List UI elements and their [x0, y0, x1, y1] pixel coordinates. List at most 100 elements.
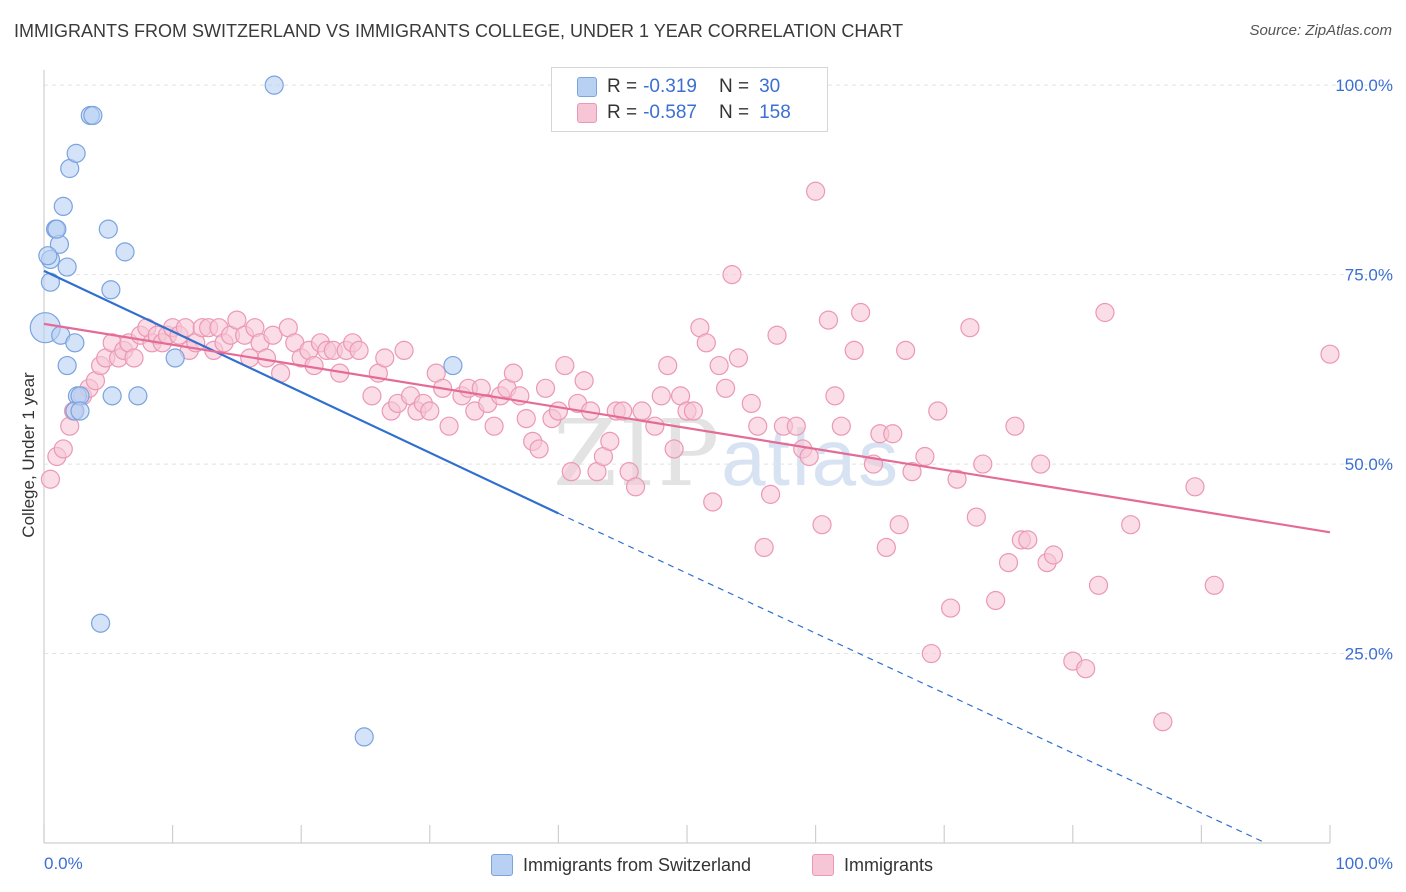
point-immigrants: [1204, 575, 1224, 595]
point-immigrants: [741, 393, 761, 414]
point-immigrants: [1320, 344, 1340, 364]
point-immigrants: [574, 371, 594, 391]
legend-swatch-pink: [577, 103, 597, 123]
legend-r-label: R =: [607, 102, 638, 123]
point-immigrants: [748, 416, 768, 436]
point-immigrants: [703, 492, 723, 512]
point-immigrants: [825, 386, 845, 406]
legend-n-label: N =: [718, 76, 750, 97]
legend-n-value: 30: [759, 76, 781, 97]
point-immigrants: [754, 537, 774, 558]
point-immigrants: [645, 416, 665, 436]
y-tick-label: 100.0%: [1335, 76, 1393, 95]
point-immigrants: [227, 310, 247, 330]
chart-title: IMMIGRANTS FROM SWITZERLAND VS IMMIGRANT…: [14, 21, 904, 41]
point-switzerland: [65, 333, 85, 353]
point-switzerland: [38, 246, 58, 266]
point-immigrants: [484, 416, 504, 436]
point-immigrants: [902, 462, 922, 482]
point-immigrants: [844, 340, 864, 361]
point-immigrants: [831, 416, 851, 436]
point-immigrants: [1018, 530, 1038, 550]
point-immigrants: [362, 386, 382, 406]
point-immigrants: [683, 401, 704, 421]
point-switzerland: [98, 219, 118, 239]
point-immigrants: [658, 355, 678, 376]
legend-r-value: -0.587: [643, 102, 697, 123]
point-immigrants: [625, 477, 646, 497]
bottom-legend-switzerland[interactable]: Immigrants from Switzerland: [491, 852, 751, 878]
point-immigrants: [722, 265, 742, 285]
point-immigrants: [851, 302, 871, 323]
point-immigrants: [263, 325, 283, 345]
point-switzerland: [443, 355, 463, 376]
point-switzerland: [83, 105, 103, 126]
point-immigrants: [960, 318, 980, 338]
point-immigrants: [632, 401, 652, 421]
point-immigrants: [394, 340, 414, 361]
trendline-switzerland: [43, 269, 559, 515]
legend-r-label: R =: [607, 76, 638, 97]
point-immigrants: [715, 378, 736, 398]
point-switzerland: [354, 727, 374, 747]
point-immigrants: [124, 348, 144, 368]
trendline-switzerland-extension: [558, 512, 1266, 844]
point-switzerland: [47, 219, 67, 239]
point-immigrants: [1031, 454, 1051, 474]
point-immigrants: [760, 484, 781, 504]
point-immigrants: [40, 469, 61, 489]
point-immigrants: [966, 507, 986, 527]
point-immigrants: [516, 409, 536, 429]
point-switzerland: [115, 242, 135, 262]
point-switzerland: [264, 75, 284, 95]
trendline-immigrants: [43, 322, 1331, 534]
point-immigrants: [53, 439, 73, 459]
point-immigrants: [941, 598, 961, 618]
point-immigrants: [786, 416, 806, 436]
point-immigrants: [696, 333, 716, 353]
legend-series-name: Immigrants: [844, 854, 934, 875]
point-immigrants: [600, 431, 620, 451]
point-immigrants: [1185, 477, 1205, 497]
legend-series-name: Immigrants from Switzerland: [523, 854, 752, 875]
y-tick-label: 75.0%: [1345, 266, 1393, 285]
point-immigrants: [529, 439, 549, 459]
point-switzerland: [53, 196, 73, 217]
point-immigrants: [709, 355, 729, 376]
point-immigrants: [439, 416, 459, 436]
point-immigrants: [883, 424, 903, 444]
legend-swatch-blue: [577, 77, 597, 97]
point-immigrants: [928, 401, 948, 421]
point-immigrants: [1076, 659, 1096, 679]
point-immigrants: [799, 446, 819, 467]
point-switzerland: [128, 386, 148, 406]
point-immigrants: [921, 643, 941, 664]
point-switzerland: [66, 143, 86, 163]
point-immigrants: [651, 386, 671, 406]
point-immigrants: [613, 401, 633, 421]
legend-row-immigrants: R = -0.587 N = 158: [577, 100, 813, 126]
legend-n-label: N =: [718, 102, 750, 123]
point-immigrants: [503, 363, 523, 383]
point-immigrants: [420, 401, 440, 421]
legend-swatch-pink: [812, 854, 834, 876]
point-switzerland: [165, 348, 185, 368]
point-immigrants: [375, 348, 395, 368]
point-immigrants: [896, 340, 916, 361]
point-immigrants: [548, 401, 569, 421]
point-switzerland: [70, 401, 90, 421]
point-immigrants: [1095, 302, 1115, 323]
point-switzerland: [57, 355, 77, 376]
point-immigrants: [889, 515, 909, 535]
point-immigrants: [1005, 416, 1025, 436]
point-immigrants: [947, 469, 967, 489]
legend-row-switzerland: R = -0.319 N = 30: [577, 74, 802, 100]
y-axis-label: College, Under 1 year: [19, 372, 38, 538]
point-immigrants: [767, 325, 787, 345]
point-immigrants: [349, 340, 369, 361]
bottom-legend-immigrants[interactable]: Immigrants: [812, 852, 933, 878]
x-tick-label: 0.0%: [44, 854, 83, 873]
point-immigrants: [805, 181, 826, 201]
point-immigrants: [561, 462, 581, 482]
